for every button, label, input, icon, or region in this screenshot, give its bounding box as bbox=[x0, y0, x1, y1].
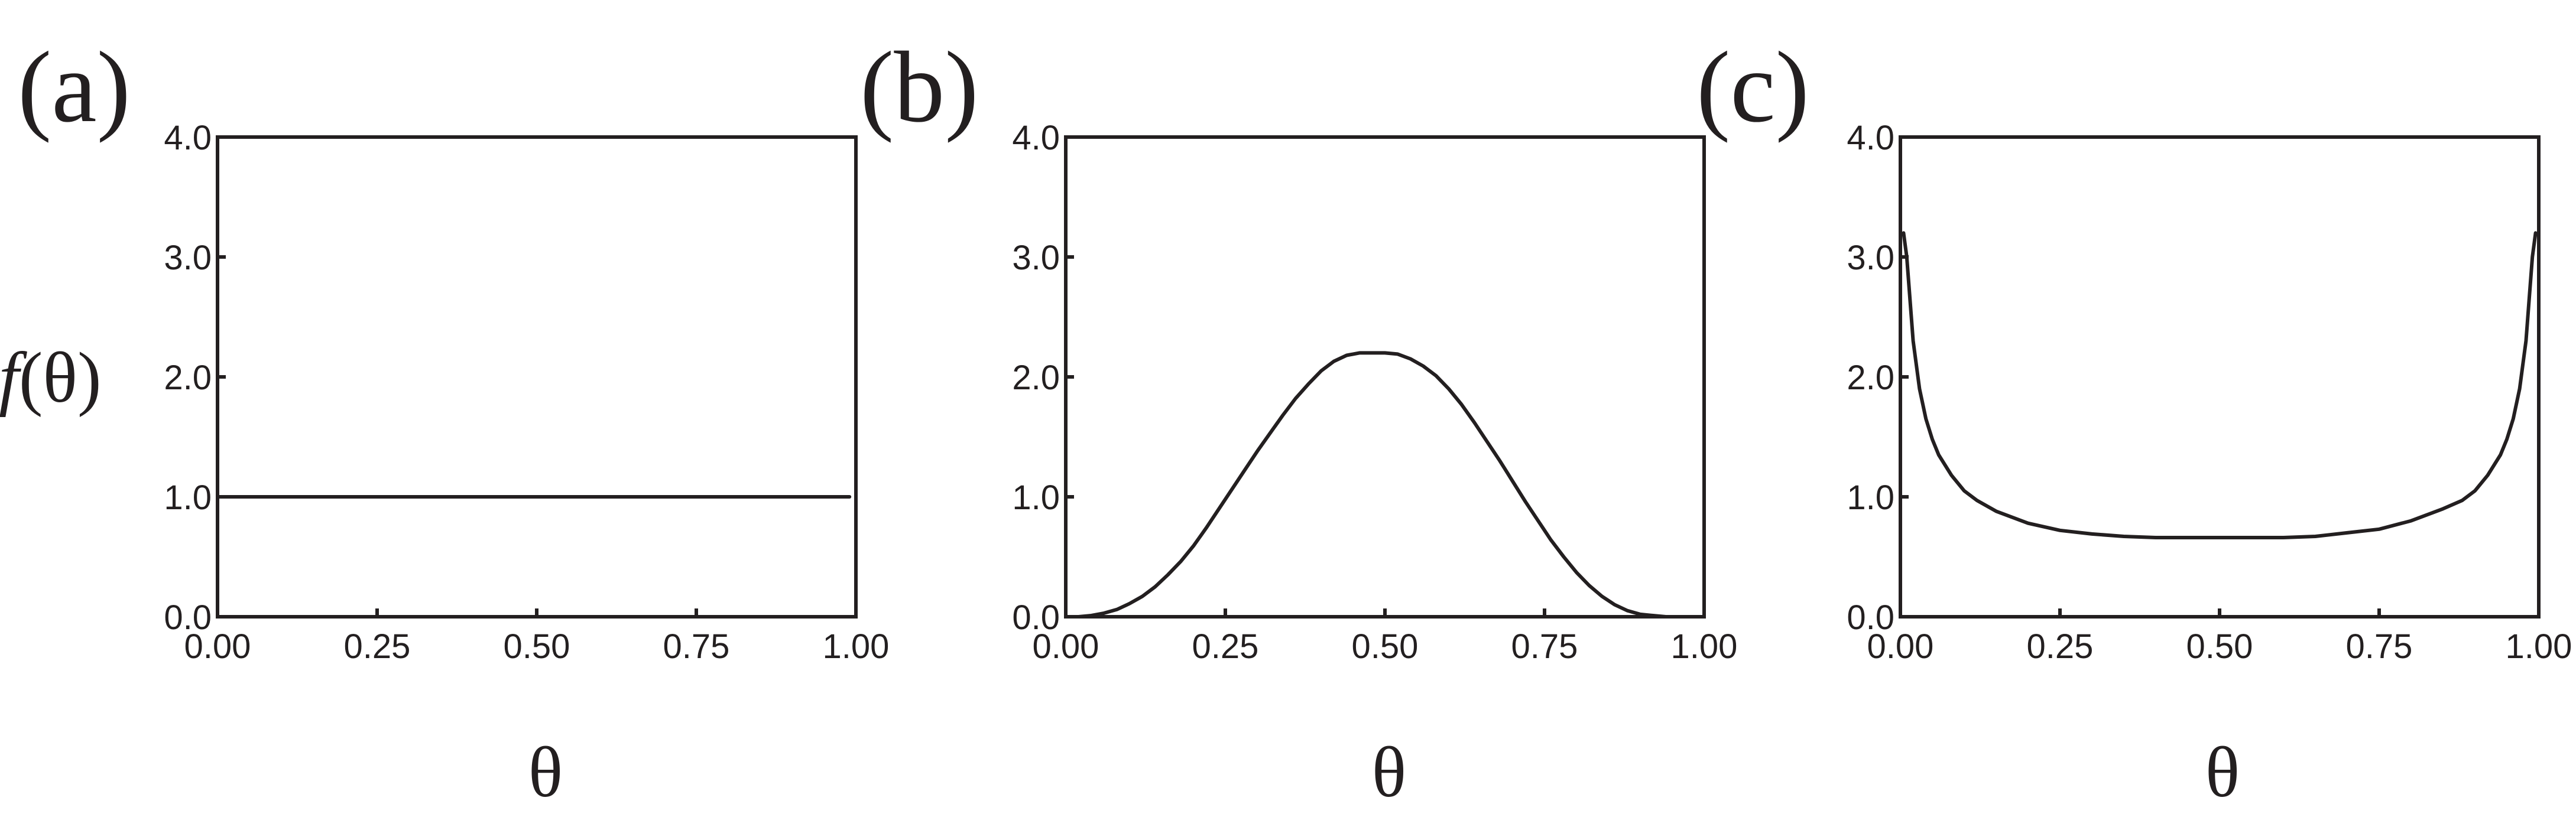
plot-frame-c bbox=[1899, 135, 2541, 619]
y-tick-label: 3.0 bbox=[1847, 239, 1894, 277]
x-tick-label: 0.00 bbox=[184, 627, 251, 666]
x-axis-label-a: θ bbox=[528, 733, 563, 812]
y-tick-label: 4.0 bbox=[164, 119, 212, 157]
y-axis-label: f(θ) bbox=[0, 338, 102, 418]
ticks-a bbox=[216, 135, 858, 619]
x-tick-label: 0.50 bbox=[1352, 627, 1419, 666]
y-tick-label: 3.0 bbox=[164, 239, 212, 277]
x-tick-label: 0.25 bbox=[2027, 627, 2094, 666]
x-tick-label: 0.50 bbox=[504, 627, 570, 666]
x-tick-label: 0.75 bbox=[1511, 627, 1578, 666]
tick-labels-c: 0.00 0.25 0.50 0.75 1.00 0.0 1.0 2.0 3.0 4.0 bbox=[1847, 119, 2572, 666]
x-tick-label: 0.75 bbox=[2346, 627, 2413, 666]
x-tick-label: 0.00 bbox=[1033, 627, 1099, 666]
x-tick-label: 0.75 bbox=[663, 627, 730, 666]
x-axis-label-c: θ bbox=[2205, 733, 2240, 812]
y-tick-label: 1.0 bbox=[164, 479, 212, 517]
y-tick-label: 2.0 bbox=[1847, 359, 1894, 397]
plot-frame-a bbox=[216, 135, 858, 619]
y-axis-label-rest: (θ) bbox=[19, 338, 102, 418]
x-tick-label: 0.00 bbox=[1867, 627, 1934, 666]
y-tick-label: 0.0 bbox=[164, 598, 212, 637]
y-tick-label: 2.0 bbox=[1012, 359, 1060, 397]
x-tick-label: 1.00 bbox=[1671, 627, 1738, 666]
y-tick-label: 1.0 bbox=[1847, 479, 1894, 517]
series-line-b bbox=[1064, 351, 1706, 619]
panel-b: (b) θ 0.00 0.25 0.50 0.75 1.00 0.0 1.0 2.0 3.0 4.… bbox=[860, 31, 1737, 812]
ticks-c bbox=[1899, 135, 2541, 619]
x-tick-label: 0.25 bbox=[1192, 627, 1259, 666]
plot-frame-b bbox=[1064, 135, 1706, 619]
y-tick-label: 0.0 bbox=[1012, 598, 1060, 637]
x-axis-label-b: θ bbox=[1372, 733, 1406, 812]
tick-labels-a: 0.00 0.25 0.50 0.75 1.00 0.0 1.0 2.0 3.0 4.0 bbox=[164, 119, 889, 666]
panel-c: (c) θ 0.00 0.25 0.50 0.75 1.00 0.0 1.0 2.0 3.0 4.… bbox=[1696, 31, 2572, 812]
series-line-c bbox=[1902, 231, 2538, 539]
x-tick-label: 1.00 bbox=[2506, 627, 2572, 666]
y-tick-label: 4.0 bbox=[1012, 119, 1060, 157]
x-tick-label: 1.00 bbox=[823, 627, 890, 666]
x-tick-label: 0.50 bbox=[2186, 627, 2253, 666]
y-tick-label: 2.0 bbox=[164, 359, 212, 397]
panel-label-b: (b) bbox=[860, 31, 979, 144]
y-tick-label: 1.0 bbox=[1012, 479, 1060, 517]
y-tick-label: 0.0 bbox=[1847, 598, 1894, 637]
y-tick-label: 4.0 bbox=[1847, 119, 1894, 157]
panel-a: (a) f(θ) θ 0.00 0.25 0.50 0.75 1.00 0.0 1.0 2.0… bbox=[0, 31, 889, 812]
y-tick-label: 3.0 bbox=[1012, 239, 1060, 277]
ticks-b bbox=[1064, 135, 1706, 619]
tick-labels-b: 0.00 0.25 0.50 0.75 1.00 0.0 1.0 2.0 3.0 4.0 bbox=[1012, 119, 1737, 666]
panel-label-a: (a) bbox=[18, 31, 131, 144]
x-tick-label: 0.25 bbox=[344, 627, 411, 666]
panel-label-c: (c) bbox=[1696, 31, 1809, 144]
